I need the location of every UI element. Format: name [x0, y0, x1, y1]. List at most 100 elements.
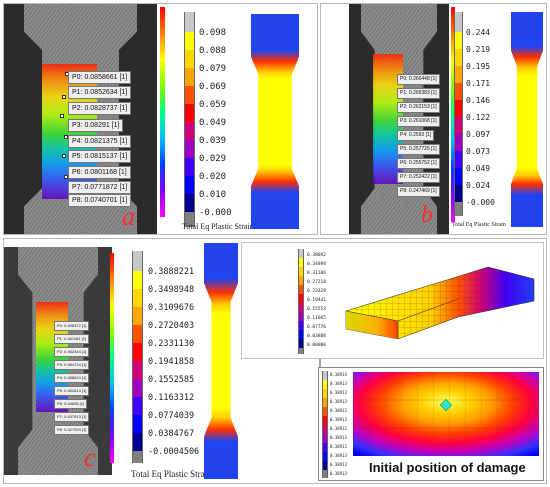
legend-title-c: Total Eq Plastic Strain: [131, 469, 212, 479]
strain-legend-a: 0.098 0.088 0.079 0.069 0.059 0.049 0.03…: [184, 12, 254, 227]
legend-label: 0.38892: [307, 253, 326, 258]
probe-label: P6: 0.255752 [1]: [397, 158, 440, 169]
probe-label: P1: 0.265383 [1]: [397, 88, 440, 99]
probe-marker: [60, 114, 64, 118]
panel-c: P0: 0.496372 [1] P1: 0.461181 [1] P2: 0.…: [3, 238, 547, 484]
legend-label: 0.1552585: [148, 375, 195, 385]
legend-label: 0.073: [466, 147, 491, 156]
legend-title-b: Total Eq Plastic Strain: [452, 222, 506, 228]
probe-label: P3: 0.464724 [1]: [54, 360, 90, 370]
legend-label: 0.069: [199, 82, 227, 92]
legend-label: 0.0774039: [148, 411, 195, 421]
damage-point-marker: [439, 398, 453, 412]
probe-label: P0: 0.0858661 [1]: [68, 71, 132, 84]
legend-damage: 0.38914 0.38913 0.38913 0.38913 0.38913 …: [322, 371, 352, 478]
legend-label: 0.15553: [307, 307, 326, 312]
legend-label: 0.0384767: [148, 429, 195, 439]
legend-label: 0.3109676: [148, 303, 195, 313]
model-3d-inset: 0.38892 0.34894 0.31106 0.27218 0.23329 …: [241, 242, 544, 359]
legend-label: 0.27218: [307, 280, 326, 285]
panel-c-photo: P0: 0.496372 [1] P1: 0.461181 [1] P2: 0.…: [4, 247, 112, 475]
panel-a-photo: P0: 0.0858661 [1] P1: 0.0852634 [1] P2: …: [4, 4, 157, 234]
legend-label: 0.244: [466, 28, 491, 37]
photo-color-scale-c: [110, 253, 114, 463]
legend-label: 0.097: [466, 130, 491, 139]
legend-label: 0.11665: [307, 316, 326, 321]
probe-label: P0: 0.266448 [1]: [397, 74, 440, 85]
legend-label: 0.38913: [330, 381, 347, 386]
probe-label: P6: 0.0801168 [1]: [68, 166, 131, 179]
legend-label: 0.2720403: [148, 321, 195, 331]
damage-inset: 0.38914 0.38913 0.38913 0.38913 0.38913 …: [318, 367, 544, 481]
panel-a: P0: 0.0858661 [1] P1: 0.0852634 [1] P2: …: [3, 3, 318, 235]
legend-label: 0.029: [199, 154, 227, 164]
probe-label: P4: 0.0821375 [1]: [68, 135, 132, 148]
legend-label: 0.00000: [307, 343, 326, 348]
probe-marker: [62, 95, 66, 99]
probe-label: P7: 0.437913 [1]: [54, 412, 90, 422]
probe-label: P5: 0.0815137 [1]: [68, 150, 132, 163]
probe-label: P5: 0.257725 [1]: [397, 144, 440, 155]
legend-label: 0.03888: [307, 334, 326, 339]
probe-label: P4: 0.458624 [1]: [54, 373, 90, 383]
legend-label: 0.38914: [330, 372, 347, 377]
legend-label: 0.098: [199, 28, 227, 38]
legend-label: 0.38913: [330, 426, 347, 431]
panel-b: P0: 0.266448 [1] P1: 0.265383 [1] P2: 0.…: [320, 3, 547, 235]
legend-label: 0.1163312: [148, 393, 195, 403]
legend-label: 0.1941858: [148, 357, 195, 367]
legend-label: 0.122: [466, 113, 491, 122]
legend-label: 0.024: [466, 181, 491, 190]
legend-label: 0.38913: [330, 444, 347, 449]
damage-contour-map: [353, 372, 539, 456]
legend-title-a: Total Eq Plastic Strain: [182, 222, 254, 231]
damage-caption: Initial position of damage: [369, 460, 526, 475]
legend-label: 0.38913: [330, 417, 347, 422]
legend-label: 0.38913: [330, 399, 347, 404]
legend-label: 0.19441: [307, 298, 326, 303]
probe-marker: [64, 135, 68, 139]
probe-label: P3: 0.261068 [1]: [397, 116, 440, 127]
model-3d-mesh: [345, 266, 535, 340]
panel-b-photo: P0: 0.266448 [1] P1: 0.265383 [1] P2: 0.…: [349, 4, 449, 234]
probe-label: P8: 0.427933 [1]: [54, 425, 90, 435]
probe-label: P1: 0.461181 [1]: [54, 334, 90, 344]
simulated-specimen-a: [251, 14, 299, 229]
legend-label: 0.146: [466, 96, 491, 105]
legend-label: 0.38913: [330, 435, 347, 440]
legend-3d: 0.38892 0.34894 0.31106 0.27218 0.23329 …: [298, 249, 338, 354]
legend-label: 0.34894: [307, 262, 326, 267]
panel-letter-a: a: [122, 202, 135, 231]
legend-label: 0.38913: [330, 462, 347, 467]
probe-label: P3: 0.08291 [1]: [68, 119, 124, 132]
probe-label: P8: 0.0740701 [1]: [68, 194, 132, 207]
legend-label: -0.000: [466, 198, 495, 207]
legend-label: 0.049: [466, 164, 491, 173]
legend-label: 0.195: [466, 62, 491, 71]
probe-label: P2: 0.462444 [1]: [54, 347, 90, 357]
probe-label: P7: 0.0771872 [1]: [68, 181, 132, 194]
panel-letter-b: b: [421, 202, 433, 228]
probe-label: P1: 0.0852634 [1]: [68, 86, 132, 99]
strain-legend-c: 0.3888221 0.3498948 0.3109676 0.2720403 …: [132, 251, 212, 466]
panel-letter-c: c: [84, 443, 96, 472]
legend-label: 0.039: [199, 136, 227, 146]
legend-label: 0.088: [199, 46, 227, 56]
legend-label: 0.219: [466, 45, 491, 54]
photo-color-scale-a: [160, 7, 165, 217]
legend-label: -0.000: [199, 208, 232, 218]
legend-label: 0.171: [466, 79, 491, 88]
legend-label: 0.079: [199, 64, 227, 74]
legend-label: 0.2331130: [148, 339, 195, 349]
probe-label: P2: 0.262153 [1]: [397, 102, 440, 113]
legend-label: 0.010: [199, 190, 227, 200]
probe-label: P8: 0.247469 [1]: [397, 186, 440, 197]
legend-label: 0.23329: [307, 289, 326, 294]
probe-label: P6: 0.44636 [1]: [54, 399, 88, 409]
strain-legend-b: 0.244 0.219 0.195 0.171 0.146 0.122 0.09…: [454, 12, 504, 222]
photo-color-scale-b: [451, 7, 455, 222]
probe-label: P5: 0.451614 [1]: [54, 386, 90, 396]
legend-label: 0.38913: [330, 390, 347, 395]
probe-label: P0: 0.496372 [1]: [54, 321, 90, 331]
legend-label: 0.059: [199, 100, 227, 110]
